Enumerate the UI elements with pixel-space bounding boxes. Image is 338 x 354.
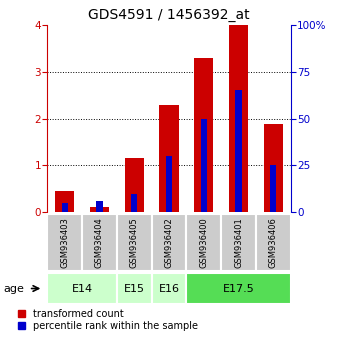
Bar [194,58,213,212]
Text: E14: E14 [72,284,93,293]
Text: GSM936405: GSM936405 [130,217,139,268]
Text: E17.5: E17.5 [223,284,255,293]
Title: GDS4591 / 1456392_at: GDS4591 / 1456392_at [88,8,250,22]
Bar [55,191,74,212]
Bar [235,90,242,212]
Bar [62,203,68,212]
FancyBboxPatch shape [47,273,117,304]
FancyBboxPatch shape [117,213,152,272]
Bar [160,105,178,212]
Bar [166,156,172,212]
Text: GSM936403: GSM936403 [60,217,69,268]
Bar [125,159,144,212]
Bar [131,194,137,212]
Legend: transformed count, percentile rank within the sample: transformed count, percentile rank withi… [18,309,198,331]
Text: E15: E15 [124,284,145,293]
FancyBboxPatch shape [186,273,291,304]
FancyBboxPatch shape [152,213,186,272]
Bar [229,25,248,212]
FancyBboxPatch shape [47,213,82,272]
Bar [264,124,283,212]
Bar [90,207,109,212]
FancyBboxPatch shape [117,273,152,304]
Bar [201,119,207,212]
Text: GSM936400: GSM936400 [199,217,208,268]
Bar [96,201,103,212]
Bar [270,165,276,212]
Text: GSM936404: GSM936404 [95,217,104,268]
FancyBboxPatch shape [82,213,117,272]
Text: age: age [3,284,24,293]
FancyBboxPatch shape [256,213,291,272]
FancyBboxPatch shape [186,213,221,272]
FancyBboxPatch shape [152,273,186,304]
Text: GSM936401: GSM936401 [234,217,243,268]
Text: GSM936406: GSM936406 [269,217,278,268]
FancyBboxPatch shape [221,213,256,272]
Text: E16: E16 [159,284,179,293]
Text: GSM936402: GSM936402 [165,217,173,268]
